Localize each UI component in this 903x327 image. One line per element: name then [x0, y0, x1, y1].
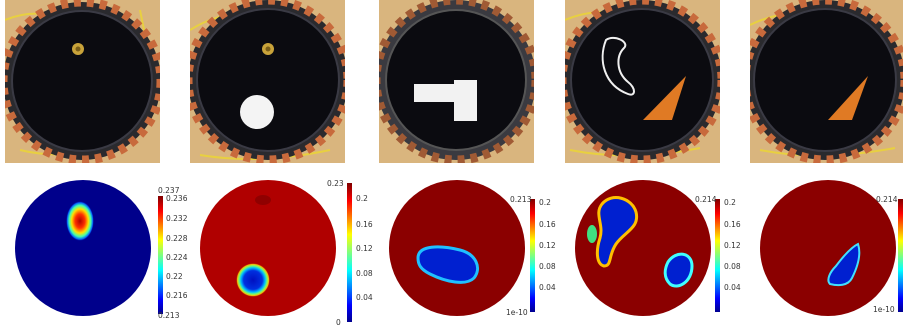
colorbar	[347, 183, 352, 322]
colorbar	[158, 196, 163, 314]
tick-labels: 0.2 0.16 0.12 0.08 0.04	[356, 194, 373, 302]
photo-tank-white-disk	[188, 0, 348, 163]
colorbar	[898, 199, 903, 312]
tick-label: 0.232	[166, 214, 188, 223]
photo-empty-tank-with-probe	[3, 0, 161, 163]
tick-label: 0.08	[356, 269, 373, 278]
tick-label: 0.2	[356, 194, 368, 203]
scale-top-label: 0.214	[695, 195, 717, 204]
white-disk-object	[240, 95, 274, 129]
tick-label: 0.2	[539, 198, 551, 207]
scale-bottom-label: 0.213	[158, 311, 180, 320]
artifact-spot	[587, 225, 597, 243]
tick-label: 0.04	[724, 283, 741, 292]
tick-label: 0.04	[356, 293, 373, 302]
tick-label: 0.04	[539, 283, 556, 292]
tick-labels: 0.236 0.232 0.228 0.224 0.22 0.216	[166, 194, 188, 300]
reconstruction-2: 0.23 0 0.2 0.16 0.12 0.08 0.04	[200, 179, 373, 327]
tick-label: 0.228	[166, 234, 188, 243]
tick-label: 0.08	[724, 262, 741, 271]
photo-tank-orange-triangle	[745, 0, 903, 163]
photo-tank-crescent-and-triangle	[562, 0, 722, 163]
tick-label: 0.216	[166, 291, 188, 300]
reconstruction-4: 0.214 0.2 0.16 0.12 0.08 0.04	[575, 180, 741, 316]
reconstruction-disk	[575, 180, 711, 316]
reconstruction-5: 0.214 1e-10	[760, 180, 903, 316]
tick-labels: 0.2 0.16 0.12 0.08 0.04	[724, 198, 741, 292]
scale-top-label: 0.213	[510, 195, 532, 204]
tick-label: 0.236	[166, 194, 188, 203]
tick-label: 0.224	[166, 253, 188, 262]
tick-label: 0.2	[724, 198, 736, 207]
tick-label: 0.22	[166, 272, 183, 281]
scale-top-label: 0.214	[876, 195, 898, 204]
tick-label: 0.12	[356, 244, 373, 253]
reconstruction-disk	[15, 180, 151, 316]
scale-bottom-label: 1e-10	[506, 308, 528, 317]
tick-label: 0.12	[539, 241, 556, 250]
scale-top-label: 0.23	[327, 179, 344, 188]
hotspot	[66, 201, 94, 241]
reconstruction-1: 0.237 0.213 0.236 0.232 0.228 0.224 0.22…	[15, 180, 188, 320]
scale-bottom-label: 0	[336, 318, 341, 327]
tick-label: 0.12	[724, 241, 741, 250]
tick-label: 0.16	[724, 220, 741, 229]
colorbar	[530, 199, 535, 312]
colorbar	[715, 199, 720, 312]
tick-label: 0.16	[539, 220, 556, 229]
reconstruction-3: 0.213 1e-10 0.2 0.16 0.12 0.08 0.04	[389, 180, 556, 317]
tick-label: 0.08	[539, 262, 556, 271]
triangle-coldspot	[665, 254, 692, 286]
tick-label: 0.16	[356, 220, 373, 229]
coldspot	[236, 263, 270, 297]
scale-bottom-label: 1e-10	[873, 305, 895, 314]
tick-labels: 0.2 0.16 0.12 0.08 0.04	[539, 198, 556, 292]
photo-tank-white-l-block	[376, 0, 536, 163]
